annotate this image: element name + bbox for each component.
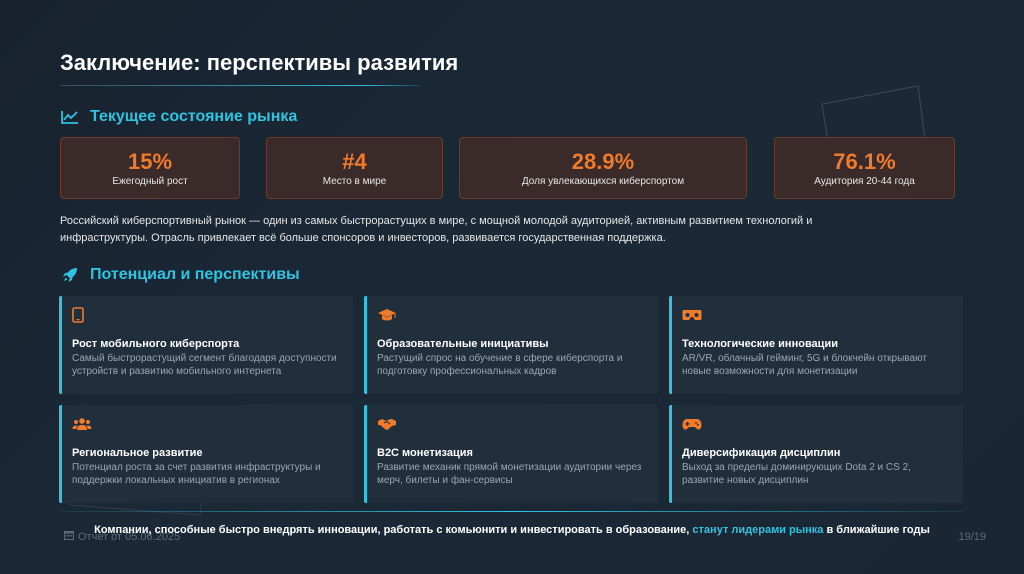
- page-number: 19/19: [958, 531, 986, 543]
- stat-label: Доля увлекающихся киберспортом: [521, 176, 685, 187]
- stat-value: #4: [342, 149, 367, 174]
- graduation-cap-icon: [377, 306, 648, 324]
- card-title: Региональное развитие: [72, 447, 203, 459]
- vr-headset-icon: [682, 306, 953, 324]
- report-date-text: Отчет от 05.06.2025: [78, 530, 181, 543]
- handshake-icon: [377, 415, 648, 433]
- card-description: Развитие механик прямой монетизации ауди…: [377, 462, 642, 486]
- title-underline: [60, 85, 420, 86]
- card-title: Рост мобильного киберспорта: [72, 338, 240, 350]
- card-tech-innovations: Технологические инновации AR/VR, облачны…: [669, 296, 963, 394]
- stat-label: Аудитория 20-44 года: [814, 176, 915, 187]
- card-regional: Региональное развитие Потенциал роста за…: [59, 405, 353, 503]
- card-title: Диверсификация дисциплин: [682, 447, 841, 459]
- stat-value: 15%: [127, 149, 173, 174]
- stat-card: 76.1% Аудитория 20-44 года: [774, 137, 955, 199]
- users-icon: [72, 415, 343, 433]
- stat-value: 28.9%: [571, 149, 635, 174]
- card-education: Образовательные инициативы Растущий спро…: [364, 296, 658, 394]
- rocket-icon: [60, 266, 80, 284]
- card-title: Технологические инновации: [682, 338, 838, 350]
- section-potential-heading: Потенциал и перспективы: [60, 266, 300, 284]
- section-market-heading: Текущее состояние рынка: [60, 108, 297, 126]
- stat-label: Место в мире: [322, 176, 387, 187]
- market-paragraph: Российский киберспортивный рынок — один …: [60, 215, 813, 244]
- conclusion-highlight: станут лидерами рынка: [692, 524, 824, 536]
- stat-value: 76.1%: [833, 149, 896, 174]
- card-b2c: B2C монетизация Развитие механик прямой …: [364, 405, 658, 503]
- chart-line-icon: [60, 108, 80, 126]
- card-mobile-esports: Рост мобильного киберспорта Самый быстро…: [59, 296, 353, 394]
- footer-divider: [60, 511, 964, 512]
- stat-label: Ежегодный рост: [112, 176, 188, 187]
- card-description: AR/VR, облачный гейминг, 5G и блокчейн о…: [682, 353, 927, 377]
- card-title: B2C монетизация: [377, 447, 473, 459]
- mobile-icon: [72, 306, 343, 324]
- conclusion-after: в ближайшие годы: [823, 524, 930, 536]
- card-disciplines: Диверсификация дисциплин Выход за предел…: [669, 405, 963, 503]
- report-date: Отчет от 05.06.2025: [64, 530, 180, 543]
- card-description: Самый быстрорастущий сегмент благодаря д…: [72, 353, 337, 377]
- card-description: Растущий спрос на обучение в сфере кибер…: [377, 353, 623, 377]
- section-potential-title: Потенциал и перспективы: [90, 266, 300, 283]
- gamepad-icon: [682, 415, 953, 433]
- conclusion-text: Компании, способные быстро внедрять инно…: [60, 522, 964, 538]
- card-description: Выход за пределы доминирующих Dota 2 и C…: [682, 462, 911, 486]
- stat-card: #4 Место в мире: [266, 137, 443, 199]
- card-title: Образовательные инициативы: [377, 338, 549, 350]
- calendar-icon: [64, 530, 74, 543]
- conclusion-before: Компании, способные быстро внедрять инно…: [94, 524, 693, 536]
- card-description: Потенциал роста за счет развития инфраст…: [72, 462, 321, 486]
- stat-card: 28.9% Доля увлекающихся киберспортом: [459, 137, 747, 199]
- section-market-title: Текущее состояние рынка: [90, 108, 298, 125]
- page-title: Заключение: перспективы развития: [60, 50, 459, 75]
- stat-card: 15% Ежегодный рост: [60, 137, 240, 199]
